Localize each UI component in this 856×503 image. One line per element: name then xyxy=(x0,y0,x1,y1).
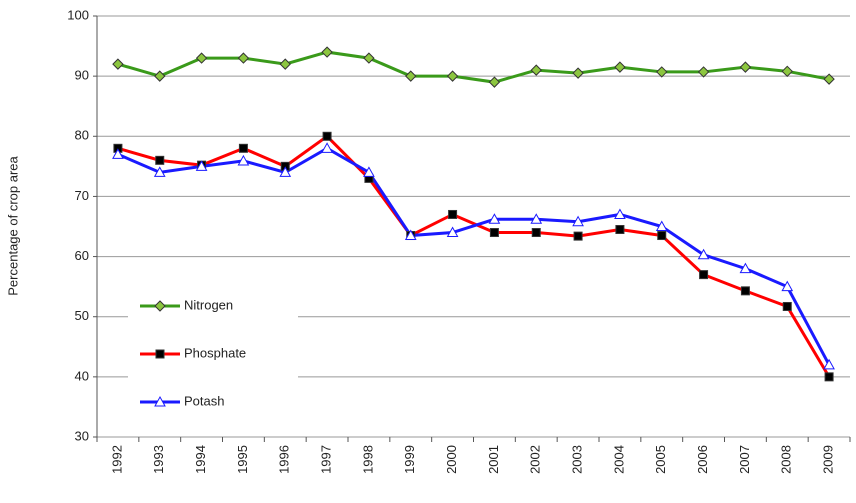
data-point xyxy=(238,143,248,153)
x-tick-label: 2001 xyxy=(486,445,501,474)
x-tick-label: 2006 xyxy=(695,445,710,474)
x-tick-label: 1995 xyxy=(235,445,250,474)
y-tick-label: 30 xyxy=(75,428,89,443)
data-point xyxy=(572,215,584,227)
x-tick-label: 2009 xyxy=(821,445,836,474)
data-point xyxy=(112,58,124,70)
x-tick-label: 2008 xyxy=(779,445,794,474)
series-line xyxy=(117,146,831,366)
data-point xyxy=(615,225,625,235)
y-tick-label: 60 xyxy=(75,248,89,263)
data-point xyxy=(781,65,793,78)
data-point xyxy=(405,70,417,82)
data-point xyxy=(697,248,710,260)
legend-marker xyxy=(154,300,166,312)
legend-label: Nitrogen xyxy=(184,297,233,312)
data-point xyxy=(656,66,668,78)
data-point xyxy=(573,231,583,241)
data-point xyxy=(824,372,834,382)
data-point xyxy=(153,166,166,177)
y-tick-label: 50 xyxy=(75,308,89,323)
data-point xyxy=(279,166,292,177)
x-tick-label: 1997 xyxy=(319,445,334,474)
x-tick-label: 2002 xyxy=(528,445,543,474)
data-point xyxy=(112,148,124,159)
data-point xyxy=(823,73,835,85)
series-line xyxy=(117,134,831,378)
y-tick-label: 100 xyxy=(67,7,89,22)
data-point xyxy=(446,70,459,82)
data-point xyxy=(782,301,792,311)
data-point xyxy=(739,61,752,73)
data-point xyxy=(195,160,208,171)
data-point xyxy=(655,220,668,231)
y-tick-label: 70 xyxy=(75,188,89,203)
data-point xyxy=(699,270,709,280)
y-tick-label: 90 xyxy=(75,68,89,83)
x-tick-label: 2004 xyxy=(611,445,626,474)
data-point xyxy=(279,58,291,70)
data-point xyxy=(155,155,165,165)
x-tick-label: 1994 xyxy=(193,445,208,474)
data-point xyxy=(363,166,375,177)
data-point xyxy=(237,52,250,64)
data-point xyxy=(322,131,332,141)
data-point xyxy=(195,52,208,64)
data-point xyxy=(488,213,501,224)
data-point xyxy=(404,229,417,241)
data-point xyxy=(448,209,458,219)
data-point xyxy=(321,142,333,153)
data-point xyxy=(739,262,752,274)
x-tick-label: 1996 xyxy=(277,445,292,474)
data-point xyxy=(823,358,835,370)
x-tick-label: 2005 xyxy=(653,445,668,474)
data-point xyxy=(530,64,542,76)
data-point xyxy=(530,213,543,224)
data-point xyxy=(446,226,459,238)
data-point xyxy=(614,61,626,73)
x-tick-label: 2003 xyxy=(570,445,585,474)
legend-marker xyxy=(154,395,166,407)
x-tick-label: 1999 xyxy=(402,445,417,474)
data-point xyxy=(321,46,333,58)
data-point xyxy=(154,70,166,82)
x-tick-label: 1998 xyxy=(360,445,375,474)
data-point xyxy=(697,66,710,78)
legend-label: Phosphate xyxy=(184,345,246,360)
data-point xyxy=(572,67,584,79)
x-tick-label: 1993 xyxy=(151,445,166,474)
data-point xyxy=(740,286,750,296)
y-tick-label: 40 xyxy=(75,368,89,383)
data-point xyxy=(531,228,541,238)
data-point xyxy=(488,76,501,88)
data-point xyxy=(657,231,667,241)
x-tick-label: 2000 xyxy=(444,445,459,474)
data-point xyxy=(781,280,794,292)
data-point xyxy=(363,52,375,64)
series-line xyxy=(117,50,830,84)
y-tick-label: 80 xyxy=(75,128,89,143)
legend-marker xyxy=(155,349,165,359)
data-point xyxy=(489,228,499,238)
data-point xyxy=(237,154,250,166)
legend-label: Potash xyxy=(184,393,224,408)
y-axis-title: Percentage of crop area xyxy=(5,155,20,295)
x-tick-label: 2007 xyxy=(737,445,752,474)
x-tick-label: 1992 xyxy=(109,445,124,474)
data-point xyxy=(614,208,626,219)
